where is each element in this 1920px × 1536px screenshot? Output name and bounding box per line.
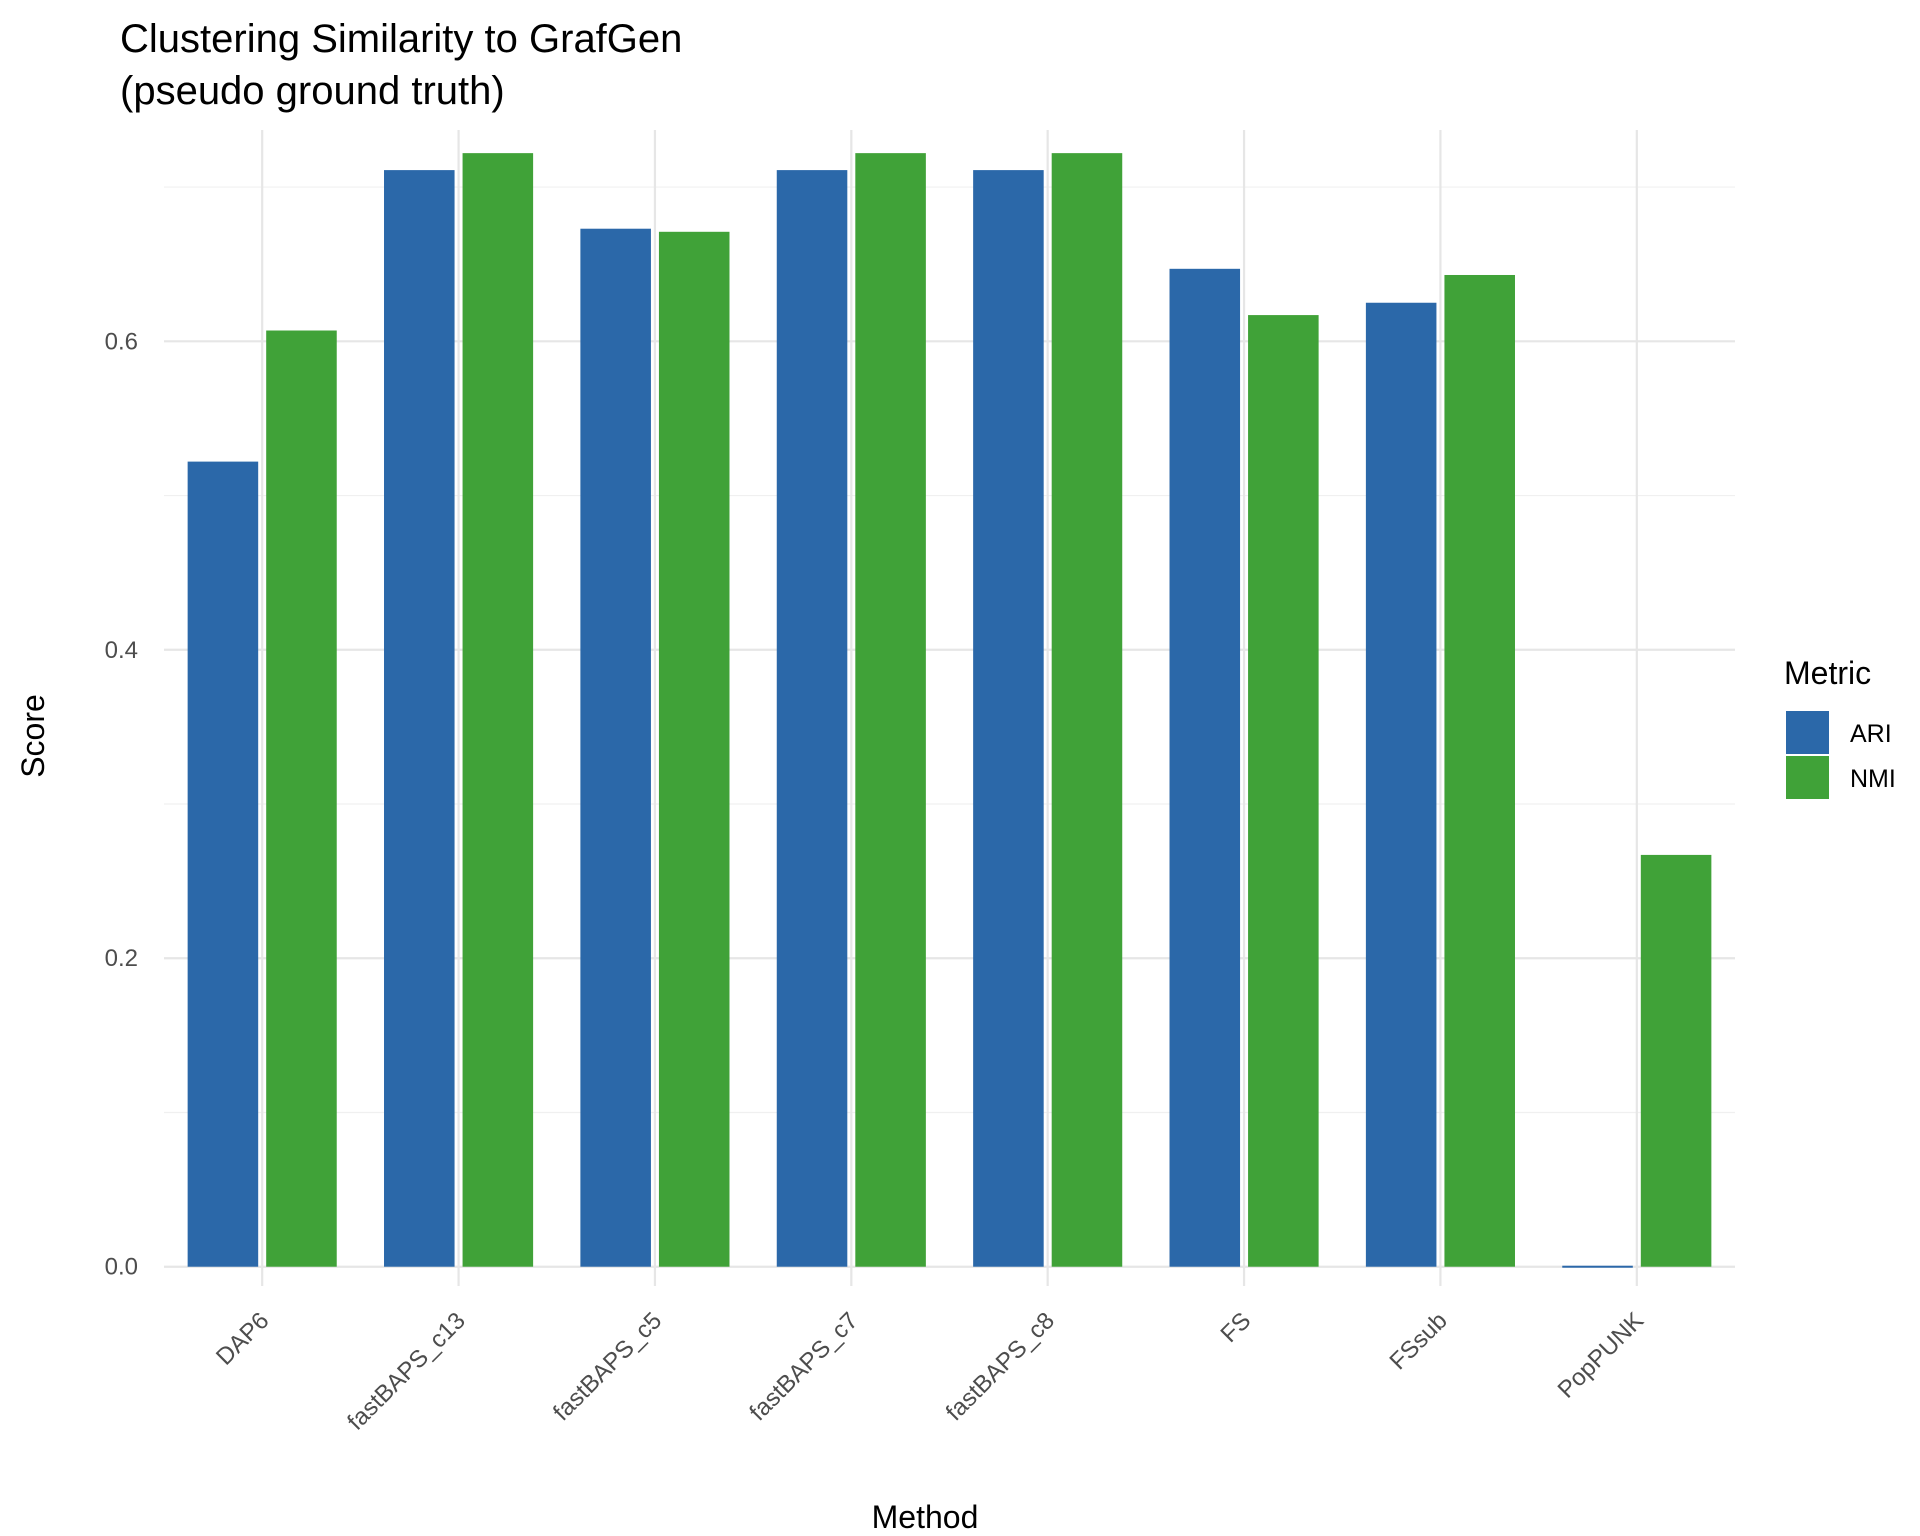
legend-key-nmi — [1786, 756, 1829, 799]
bar-nmi-fastbaps-c13 — [462, 153, 534, 1267]
bar-nmi-fssub — [1444, 274, 1515, 1267]
bar-ari-fastbaps-c13 — [384, 170, 455, 1267]
bar-ari-fastbaps-c8 — [973, 170, 1044, 1267]
y-tick-label: 0.6 — [105, 328, 138, 355]
legend-title: Metric — [1784, 655, 1871, 691]
bar-ari-poppunk — [1562, 1265, 1633, 1268]
chart-subtitle: (pseudo ground truth) — [120, 69, 505, 113]
bar-nmi-fs — [1248, 315, 1319, 1267]
x-tick-label: PopPUNK — [1553, 1307, 1649, 1403]
bar-nmi-fastbaps-c5 — [658, 231, 730, 1267]
bar-ari-fssub — [1365, 302, 1437, 1267]
x-tick-label: fastBAPS_c7 — [744, 1307, 863, 1426]
bar-nmi-dap6 — [266, 330, 337, 1267]
x-tick-label: fastBAPS_c8 — [941, 1307, 1060, 1426]
bar-ari-dap6 — [187, 461, 259, 1267]
x-tick-label: fastBAPS_c5 — [548, 1307, 667, 1426]
x-tick-label: fastBAPS_c13 — [342, 1307, 471, 1436]
y-tick-label: 0.0 — [105, 1254, 138, 1281]
plot-area: 0.0 0.2 0.4 0.6 DAP6 fastBAPS_c13 fastBAPS_c5 f… — [105, 130, 1735, 1436]
bar-ari-fastbaps-c5 — [580, 228, 651, 1267]
y-tick-label: 0.2 — [105, 945, 138, 972]
x-tick-label: FSsub — [1385, 1307, 1453, 1375]
bar-nmi-fastbaps-c8 — [1051, 153, 1123, 1267]
y-axis-title: Score — [15, 694, 51, 778]
y-tick-label: 0.4 — [105, 637, 138, 664]
x-tick-label: FS — [1216, 1307, 1257, 1348]
legend: Metric ARI NMI — [1784, 655, 1896, 799]
x-axis-title: Method — [872, 1499, 979, 1535]
bar-ari-fs — [1169, 268, 1241, 1267]
bar-nmi-poppunk — [1640, 854, 1712, 1267]
bar-nmi-fastbaps-c7 — [855, 153, 926, 1267]
legend-label-nmi: NMI — [1850, 765, 1896, 793]
legend-label-ari: ARI — [1850, 720, 1892, 748]
x-tick-label: DAP6 — [211, 1307, 274, 1370]
legend-key-ari — [1786, 711, 1829, 754]
bar-ari-fastbaps-c7 — [776, 170, 848, 1267]
chart-title: Clustering Similarity to GrafGen — [120, 17, 682, 61]
